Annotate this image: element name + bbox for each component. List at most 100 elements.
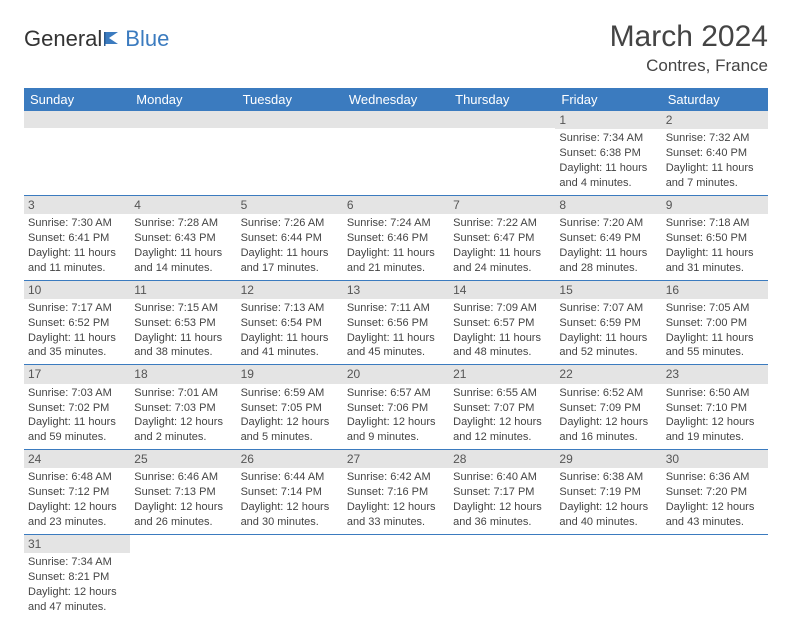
day-number: 20 bbox=[343, 365, 449, 383]
day-details: Sunrise: 7:24 AMSunset: 6:46 PMDaylight:… bbox=[343, 214, 449, 279]
daylight-line2: and 52 minutes. bbox=[559, 345, 657, 360]
daylight-line2: and 36 minutes. bbox=[453, 515, 551, 530]
day-number: 22 bbox=[555, 365, 661, 383]
calendar-empty-cell bbox=[130, 534, 236, 618]
calendar-day-cell: 20Sunrise: 6:57 AMSunset: 7:06 PMDayligh… bbox=[343, 365, 449, 450]
daylight-line1: Daylight: 11 hours bbox=[453, 331, 551, 346]
daylight-line2: and 17 minutes. bbox=[241, 261, 339, 276]
sunset-text: Sunset: 7:12 PM bbox=[28, 485, 126, 500]
daylight-line1: Daylight: 12 hours bbox=[28, 585, 126, 600]
sunrise-text: Sunrise: 7:01 AM bbox=[134, 386, 232, 401]
sunset-text: Sunset: 8:21 PM bbox=[28, 570, 126, 585]
sunrise-text: Sunrise: 7:24 AM bbox=[347, 216, 445, 231]
daylight-line1: Daylight: 12 hours bbox=[559, 500, 657, 515]
day-number: 1 bbox=[555, 111, 661, 129]
day-number: 14 bbox=[449, 281, 555, 299]
weekday-header: Monday bbox=[130, 88, 236, 111]
daylight-line1: Daylight: 12 hours bbox=[28, 500, 126, 515]
day-number: 30 bbox=[662, 450, 768, 468]
day-details: Sunrise: 6:36 AMSunset: 7:20 PMDaylight:… bbox=[662, 468, 768, 533]
daylight-line1: Daylight: 11 hours bbox=[666, 331, 764, 346]
daylight-line2: and 7 minutes. bbox=[666, 176, 764, 191]
sunset-text: Sunset: 6:52 PM bbox=[28, 316, 126, 331]
sunrise-text: Sunrise: 7:30 AM bbox=[28, 216, 126, 231]
sunset-text: Sunset: 6:40 PM bbox=[666, 146, 764, 161]
daylight-line2: and 45 minutes. bbox=[347, 345, 445, 360]
day-details: Sunrise: 6:42 AMSunset: 7:16 PMDaylight:… bbox=[343, 468, 449, 533]
daylight-line2: and 24 minutes. bbox=[453, 261, 551, 276]
day-number: 5 bbox=[237, 196, 343, 214]
day-number: 28 bbox=[449, 450, 555, 468]
sunrise-text: Sunrise: 7:22 AM bbox=[453, 216, 551, 231]
calendar-week-row: 10Sunrise: 7:17 AMSunset: 6:52 PMDayligh… bbox=[24, 280, 768, 365]
sunset-text: Sunset: 7:16 PM bbox=[347, 485, 445, 500]
day-details: Sunrise: 6:55 AMSunset: 7:07 PMDaylight:… bbox=[449, 384, 555, 449]
day-number bbox=[237, 111, 343, 128]
logo: GeneralBlue bbox=[24, 26, 169, 52]
daylight-line2: and 28 minutes. bbox=[559, 261, 657, 276]
day-details: Sunrise: 7:26 AMSunset: 6:44 PMDaylight:… bbox=[237, 214, 343, 279]
daylight-line2: and 43 minutes. bbox=[666, 515, 764, 530]
calendar-day-cell: 11Sunrise: 7:15 AMSunset: 6:53 PMDayligh… bbox=[130, 280, 236, 365]
daylight-line1: Daylight: 11 hours bbox=[666, 161, 764, 176]
sunrise-text: Sunrise: 6:36 AM bbox=[666, 470, 764, 485]
calendar-day-cell: 31Sunrise: 7:34 AMSunset: 8:21 PMDayligh… bbox=[24, 534, 130, 618]
day-number: 11 bbox=[130, 281, 236, 299]
day-number: 18 bbox=[130, 365, 236, 383]
sunset-text: Sunset: 6:44 PM bbox=[241, 231, 339, 246]
daylight-line1: Daylight: 11 hours bbox=[28, 331, 126, 346]
calendar-day-cell: 15 Sunrise: 7:07 AMSunset: 6:59 PMDayligh… bbox=[555, 280, 661, 365]
sunset-text: Sunset: 6:59 PM bbox=[559, 316, 657, 331]
day-details: Sunrise: 7:15 AMSunset: 6:53 PMDaylight:… bbox=[130, 299, 236, 364]
day-details: Sunrise: 7:34 AMSunset: 6:38 PMDaylight:… bbox=[555, 129, 661, 194]
weekday-header: Sunday bbox=[24, 88, 130, 111]
day-details: Sunrise: 7:34 AMSunset: 8:21 PMDaylight:… bbox=[24, 553, 130, 618]
daylight-line2: and 33 minutes. bbox=[347, 515, 445, 530]
day-number: 9 bbox=[662, 196, 768, 214]
daylight-line1: Daylight: 11 hours bbox=[559, 331, 657, 346]
daylight-line1: Daylight: 12 hours bbox=[134, 500, 232, 515]
sunset-text: Sunset: 7:00 PM bbox=[666, 316, 764, 331]
weekday-header-row: SundayMondayTuesdayWednesdayThursdayFrid… bbox=[24, 88, 768, 111]
calendar-day-cell: 30Sunrise: 6:36 AMSunset: 7:20 PMDayligh… bbox=[662, 450, 768, 535]
calendar-week-row: 17Sunrise: 7:03 AMSunset: 7:02 PMDayligh… bbox=[24, 365, 768, 450]
daylight-line1: Daylight: 11 hours bbox=[347, 331, 445, 346]
calendar-week-row: 31Sunrise: 7:34 AMSunset: 8:21 PMDayligh… bbox=[24, 534, 768, 618]
day-details: Sunrise: 7:30 AMSunset: 6:41 PMDaylight:… bbox=[24, 214, 130, 279]
calendar-day-cell: 3Sunrise: 7:30 AMSunset: 6:41 PMDaylight… bbox=[24, 195, 130, 280]
day-number: 12 bbox=[237, 281, 343, 299]
sunrise-text: Sunrise: 7:34 AM bbox=[28, 555, 126, 570]
daylight-line1: Daylight: 11 hours bbox=[347, 246, 445, 261]
title-block: March 2024 Contres, France bbox=[610, 20, 768, 76]
day-number: 13 bbox=[343, 281, 449, 299]
day-number: 31 bbox=[24, 535, 130, 553]
day-details: Sunrise: 6:38 AMSunset: 7:19 PMDaylight:… bbox=[555, 468, 661, 533]
daylight-line2: and 2 minutes. bbox=[134, 430, 232, 445]
calendar-day-cell: 8Sunrise: 7:20 AMSunset: 6:49 PMDaylight… bbox=[555, 195, 661, 280]
sunrise-text: Sunrise: 7:20 AM bbox=[559, 216, 657, 231]
daylight-line1: Daylight: 12 hours bbox=[241, 415, 339, 430]
sunset-text: Sunset: 6:56 PM bbox=[347, 316, 445, 331]
daylight-line1: Daylight: 12 hours bbox=[241, 500, 339, 515]
daylight-line2: and 19 minutes. bbox=[666, 430, 764, 445]
calendar-empty-cell bbox=[237, 534, 343, 618]
sunrise-text: Sunrise: 7:07 AM bbox=[559, 301, 657, 316]
calendar-day-cell: 26Sunrise: 6:44 AMSunset: 7:14 PMDayligh… bbox=[237, 450, 343, 535]
calendar-empty-cell bbox=[24, 111, 130, 195]
sunrise-text: Sunrise: 7:09 AM bbox=[453, 301, 551, 316]
daylight-line2: and 4 minutes. bbox=[559, 176, 657, 191]
calendar-day-cell: 18Sunrise: 7:01 AMSunset: 7:03 PMDayligh… bbox=[130, 365, 236, 450]
sunrise-text: Sunrise: 7:26 AM bbox=[241, 216, 339, 231]
calendar-day-cell: 5Sunrise: 7:26 AMSunset: 6:44 PMDaylight… bbox=[237, 195, 343, 280]
daylight-line1: Daylight: 11 hours bbox=[241, 246, 339, 261]
daylight-line2: and 31 minutes. bbox=[666, 261, 764, 276]
sunrise-text: Sunrise: 7:28 AM bbox=[134, 216, 232, 231]
daylight-line1: Daylight: 12 hours bbox=[453, 500, 551, 515]
day-number: 2 bbox=[662, 111, 768, 129]
day-number: 10 bbox=[24, 281, 130, 299]
day-details: Sunrise: 6:57 AMSunset: 7:06 PMDaylight:… bbox=[343, 384, 449, 449]
daylight-line2: and 40 minutes. bbox=[559, 515, 657, 530]
day-number: 7 bbox=[449, 196, 555, 214]
sunrise-text: Sunrise: 6:40 AM bbox=[453, 470, 551, 485]
day-number: 15 bbox=[555, 281, 661, 299]
